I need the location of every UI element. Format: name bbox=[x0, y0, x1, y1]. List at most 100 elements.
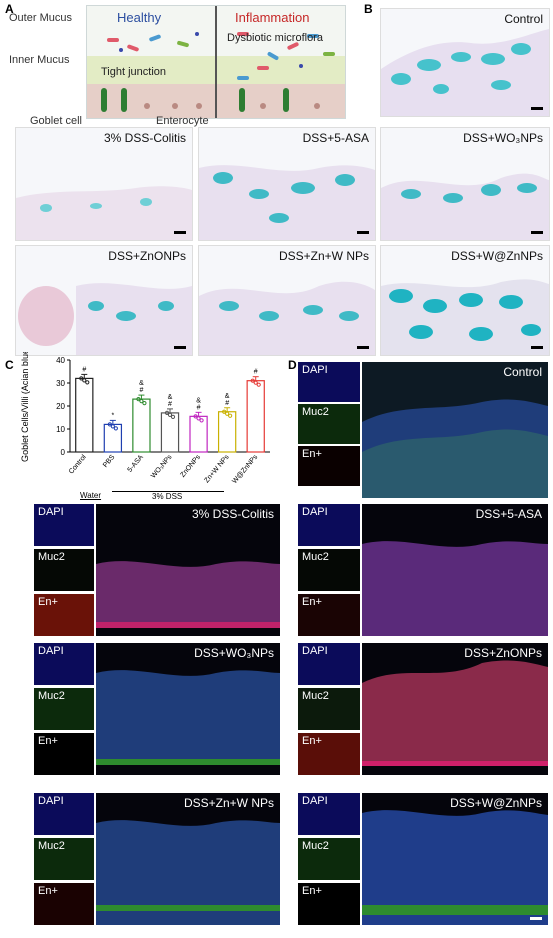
histology-label: DSS+Zn+W NPs bbox=[278, 249, 369, 263]
inflammation-title: Inflammation bbox=[235, 10, 310, 25]
y-axis-label: Goblet Cells/Villi (Acian blue) bbox=[20, 352, 30, 462]
histology-label: DSS+W@ZnNPs bbox=[451, 249, 543, 263]
fluorescence-label: DSS+W@ZnNPs bbox=[450, 796, 542, 810]
data-point bbox=[193, 414, 198, 419]
fluorescence-image bbox=[362, 541, 548, 636]
significance-mark: & bbox=[225, 393, 230, 400]
data-point bbox=[170, 414, 176, 420]
y-tick-label: 40 bbox=[56, 356, 65, 365]
tight-junction-label: Tight junction bbox=[101, 66, 167, 78]
tissue-image bbox=[199, 281, 375, 355]
significance-mark: # bbox=[168, 401, 172, 408]
thumb-label: Muc2 bbox=[302, 690, 329, 702]
thumb-en: En+ bbox=[298, 446, 360, 486]
significance-mark: & bbox=[139, 380, 144, 387]
data-point bbox=[196, 416, 201, 421]
thumb-dapi: DAPI bbox=[298, 793, 360, 835]
histology-5-asa: DSS+5-ASA bbox=[198, 127, 376, 241]
panel-letter-d: D bbox=[288, 358, 297, 372]
fluorescence-image bbox=[96, 670, 280, 765]
thumb-label: Muc2 bbox=[38, 840, 65, 852]
scale-bar bbox=[530, 917, 542, 920]
water-group-label: Water bbox=[80, 491, 102, 500]
dss-group-label: 3% DSS bbox=[152, 492, 183, 501]
histology-label: DSS+WO₃NPs bbox=[463, 131, 543, 145]
data-point bbox=[253, 380, 258, 385]
scale-bar bbox=[531, 107, 543, 110]
dysbiotic-label: Dysbiotic microflora bbox=[227, 32, 323, 44]
scale-bar bbox=[531, 346, 543, 349]
data-point bbox=[85, 380, 90, 385]
thumb-en: En+ bbox=[298, 733, 360, 775]
data-point bbox=[256, 382, 261, 387]
scale-bar bbox=[531, 231, 543, 234]
thumb-en: En+ bbox=[34, 883, 94, 925]
y-tick-label: 20 bbox=[56, 402, 65, 411]
fluorescence-5-asa: DSS+5-ASA bbox=[362, 504, 548, 636]
fluorescence-label: DSS+Zn+W NPs bbox=[183, 796, 274, 810]
thumb-dapi: DAPI bbox=[298, 643, 360, 685]
gut-schematic: Healthy Inflammation Dysbiotic microflor… bbox=[86, 5, 346, 119]
data-point bbox=[164, 410, 170, 416]
thumb-label: En+ bbox=[38, 596, 58, 608]
data-point bbox=[199, 418, 204, 423]
scale-bar bbox=[174, 346, 186, 349]
bar bbox=[246, 380, 265, 453]
thumb-label: En+ bbox=[38, 885, 58, 897]
chart-axes: 0 10 20 30 40 bbox=[56, 356, 270, 457]
y-tick-label: 30 bbox=[56, 379, 65, 388]
thumb-muc2: Muc2 bbox=[34, 838, 94, 880]
significance-mark: * bbox=[111, 412, 114, 419]
histology-wo3: DSS+WO₃NPs bbox=[380, 127, 550, 241]
y-tick-label: 10 bbox=[56, 425, 65, 434]
histology-dss-colitis: 3% DSS-Colitis bbox=[15, 127, 193, 241]
panel-letter-a: A bbox=[5, 2, 14, 16]
histology-control: Control bbox=[380, 8, 550, 117]
enterocyte-label: Enterocyte bbox=[156, 115, 209, 127]
histology-label: DSS+ZnONPs bbox=[108, 249, 186, 263]
data-point bbox=[228, 413, 233, 418]
tissue-image bbox=[381, 279, 549, 355]
fluorescence-label: DSS+WO₃NPs bbox=[194, 646, 274, 660]
thumb-label: DAPI bbox=[302, 506, 328, 518]
thumb-dapi: DAPI bbox=[298, 362, 360, 402]
panel-letter-b: B bbox=[364, 2, 373, 16]
fluorescence-image bbox=[362, 660, 548, 766]
goblet-cell-label: Goblet cell bbox=[30, 115, 82, 127]
x-tick-label: Zn+W NPs bbox=[203, 453, 231, 484]
thumb-label: Muc2 bbox=[302, 406, 329, 418]
histology-label: 3% DSS-Colitis bbox=[103, 131, 186, 145]
histology-zno: DSS+ZnONPs bbox=[15, 245, 193, 356]
data-point bbox=[79, 376, 84, 381]
thumb-en: En+ bbox=[298, 883, 360, 925]
histology-label: Control bbox=[504, 12, 543, 26]
fluorescence-wo3: DSS+WO₃NPs bbox=[96, 643, 280, 775]
panel-letter-c: C bbox=[5, 358, 14, 372]
tissue-image bbox=[18, 283, 192, 355]
data-point bbox=[110, 424, 115, 429]
data-point bbox=[82, 378, 87, 383]
thumb-muc2: Muc2 bbox=[298, 688, 360, 730]
x-tick-label: WO₃NPs bbox=[150, 453, 174, 479]
chart-x-labels: Control PBS 5-ASA WO₃NPs ZnONPs Zn+W NPs W@ZnN… bbox=[68, 453, 260, 485]
thumb-en: En+ bbox=[298, 594, 360, 636]
fluorescence-label: DSS+ZnONPs bbox=[464, 646, 542, 660]
chart-bars: #*&#&#&#&## bbox=[75, 366, 265, 453]
bar bbox=[103, 423, 123, 453]
bar bbox=[132, 398, 151, 453]
thumb-en: En+ bbox=[34, 733, 94, 775]
data-point bbox=[107, 422, 112, 427]
fluorescence-zn-w: DSS+Zn+W NPs bbox=[96, 793, 280, 925]
thumb-label: DAPI bbox=[302, 364, 328, 376]
bar bbox=[75, 377, 94, 453]
histology-label: DSS+5-ASA bbox=[302, 131, 369, 145]
fluorescence-image bbox=[96, 820, 280, 925]
significance-mark: # bbox=[139, 387, 143, 394]
thumb-label: DAPI bbox=[38, 506, 64, 518]
data-point bbox=[113, 426, 118, 431]
thumb-label: Muc2 bbox=[302, 551, 329, 563]
data-point bbox=[167, 412, 173, 418]
thumb-label: En+ bbox=[302, 735, 322, 747]
outer-mucus-label: Outer Mucus bbox=[9, 12, 72, 24]
